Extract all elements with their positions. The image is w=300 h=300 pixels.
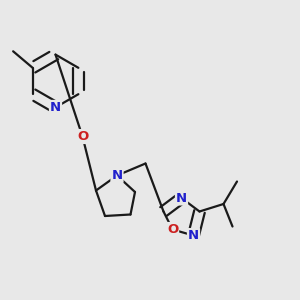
Text: N: N (176, 191, 187, 205)
Text: N: N (50, 101, 61, 114)
Text: O: O (77, 130, 88, 143)
Text: N: N (111, 169, 123, 182)
Text: N: N (188, 229, 199, 242)
Text: O: O (167, 223, 178, 236)
